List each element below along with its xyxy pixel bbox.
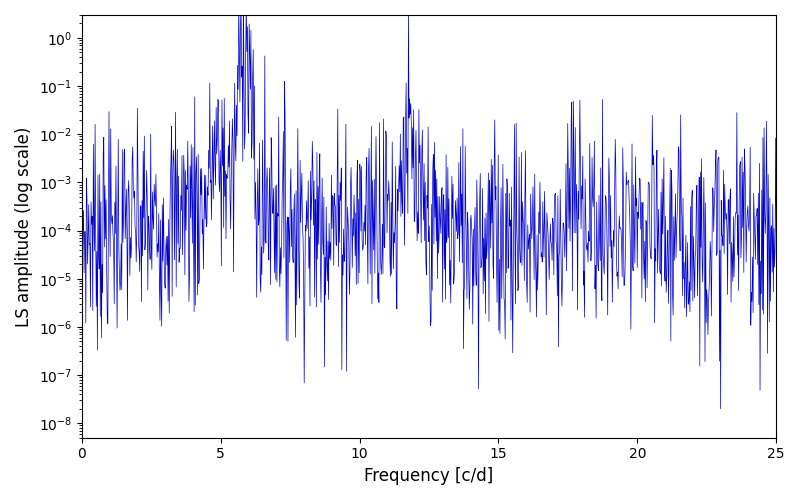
X-axis label: Frequency [c/d]: Frequency [c/d] [364,467,494,485]
Y-axis label: LS amplitude (log scale): LS amplitude (log scale) [15,126,33,326]
